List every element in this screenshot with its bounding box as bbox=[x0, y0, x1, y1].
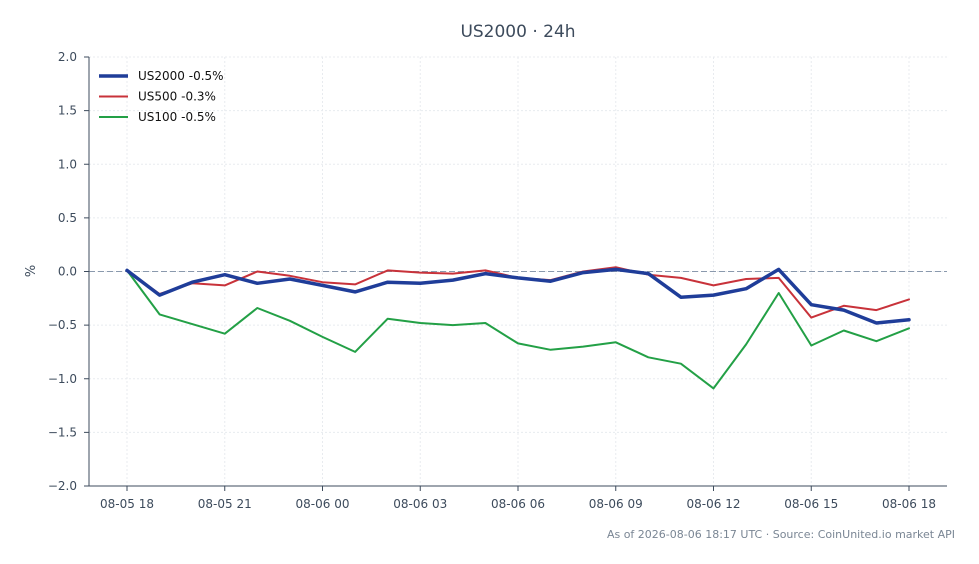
y-tick-label: 2.0 bbox=[58, 50, 77, 64]
legend-label: US100 -0.5% bbox=[138, 110, 216, 124]
legend-label: US2000 -0.5% bbox=[138, 69, 224, 83]
chart-title: US2000 · 24h bbox=[460, 22, 575, 42]
series-line-2 bbox=[126, 269, 910, 390]
y-axis-label: % bbox=[24, 265, 39, 277]
y-tick-label: −1.0 bbox=[48, 372, 77, 386]
series-group bbox=[125, 266, 911, 390]
axes: 2.0 1.5 1.0 0.5 0.0 −0.5 −1.0 −1.5 −2.0 08-05 18 0… bbox=[48, 50, 947, 511]
series-line-0 bbox=[125, 267, 911, 325]
y-tick-label: 0.5 bbox=[58, 211, 77, 225]
x-tick-label: 08-06 06 bbox=[491, 497, 545, 511]
y-tick-label: −0.5 bbox=[48, 318, 77, 332]
x-tick-label: 08-06 15 bbox=[784, 497, 838, 511]
x-tick-label: 08-06 09 bbox=[589, 497, 643, 511]
x-tick-label: 08-05 21 bbox=[198, 497, 252, 511]
grid bbox=[89, 56, 947, 487]
x-tick-label: 08-06 00 bbox=[296, 497, 350, 511]
y-tick-label: 1.0 bbox=[58, 157, 77, 171]
y-tick-label: −1.5 bbox=[48, 425, 77, 439]
x-tick-label: 08-06 18 bbox=[882, 497, 936, 511]
y-tick-label: −2.0 bbox=[48, 479, 77, 493]
legend: US2000 -0.5% US500 -0.3% US100 -0.5% bbox=[99, 69, 224, 124]
x-tick-label: 08-06 12 bbox=[687, 497, 741, 511]
x-tick-label: 08-05 18 bbox=[100, 497, 154, 511]
legend-label: US500 -0.3% bbox=[138, 90, 216, 104]
y-tick-label: 1.5 bbox=[58, 104, 77, 118]
y-tick-label: 0.0 bbox=[58, 265, 77, 279]
chart-footer: As of 2026-08-06 18:17 UTC · Source: Coi… bbox=[607, 528, 955, 541]
x-tick-label: 08-06 03 bbox=[393, 497, 447, 511]
